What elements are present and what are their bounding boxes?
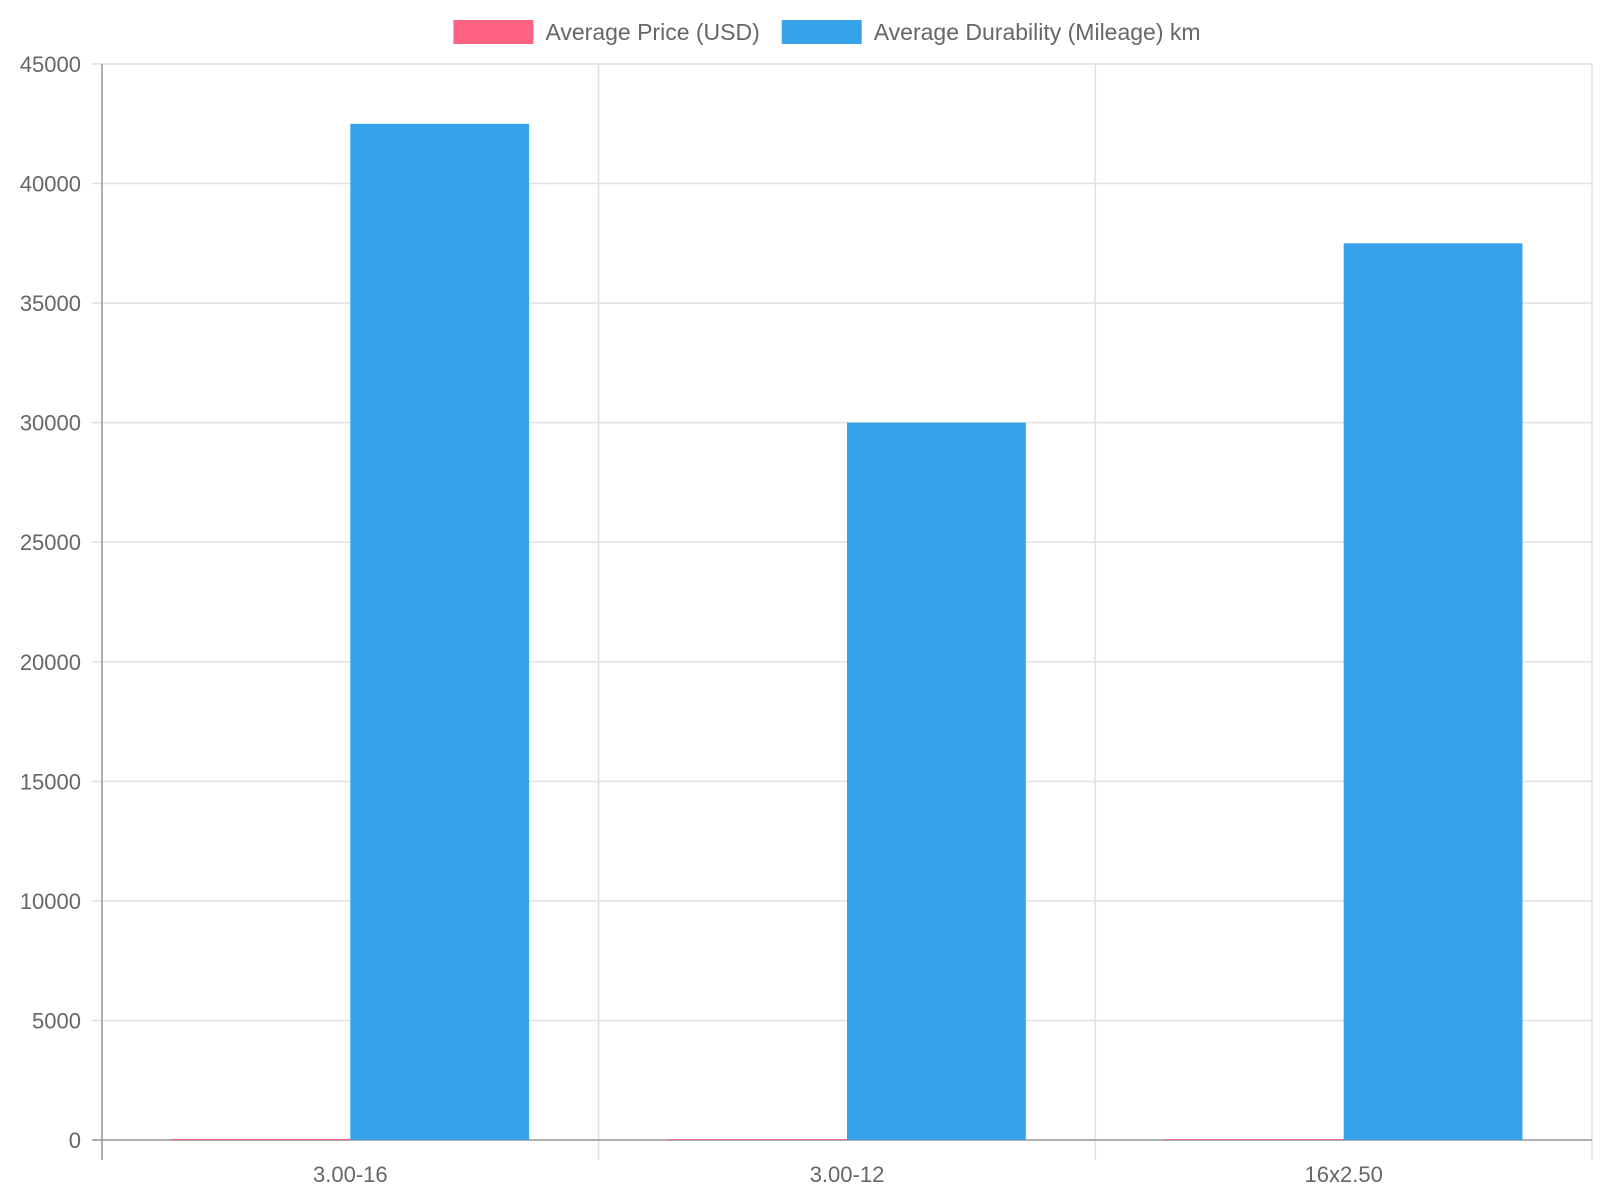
y-tick-label: 35000 bbox=[20, 291, 81, 316]
x-tick-label: 16x2.50 bbox=[1305, 1162, 1383, 1187]
bar-price[interactable] bbox=[171, 1138, 351, 1140]
y-tick-label: 25000 bbox=[20, 530, 81, 555]
legend-swatch[interactable] bbox=[453, 20, 534, 44]
y-tick-label: 5000 bbox=[32, 1008, 81, 1033]
y-tick-label: 45000 bbox=[20, 52, 81, 77]
bar-durability[interactable] bbox=[350, 123, 530, 1141]
bar-durability[interactable] bbox=[1343, 243, 1523, 1141]
y-tick-label: 10000 bbox=[20, 889, 81, 914]
legend-label: Average Durability (Mileage) km bbox=[874, 19, 1201, 45]
y-tick-label: 30000 bbox=[20, 411, 81, 436]
x-axis: 3.00-16 3.00-12 16x2.50 bbox=[92, 1139, 1592, 1187]
legend-swatch[interactable] bbox=[781, 20, 862, 44]
x-tick-label: 3.00-16 bbox=[313, 1162, 388, 1187]
y-tick-label: 15000 bbox=[20, 769, 81, 794]
bar-price[interactable] bbox=[668, 1139, 847, 1140]
legend-label: Average Price (USD) bbox=[545, 19, 759, 45]
x-tick-label: 3.00-12 bbox=[810, 1162, 885, 1187]
bar-price[interactable] bbox=[1164, 1139, 1344, 1140]
y-tick-label: 20000 bbox=[20, 650, 81, 675]
legend: Average Price (USD) Average Durability (M… bbox=[453, 19, 1201, 45]
y-axis: 0 5000 10000 15000 20000 25000 30000 35000 40000… bbox=[20, 52, 103, 1160]
bars bbox=[171, 123, 1523, 1141]
y-tick-label: 0 bbox=[69, 1128, 81, 1153]
y-tick-label: 40000 bbox=[20, 172, 81, 197]
bar-durability[interactable] bbox=[847, 422, 1026, 1141]
